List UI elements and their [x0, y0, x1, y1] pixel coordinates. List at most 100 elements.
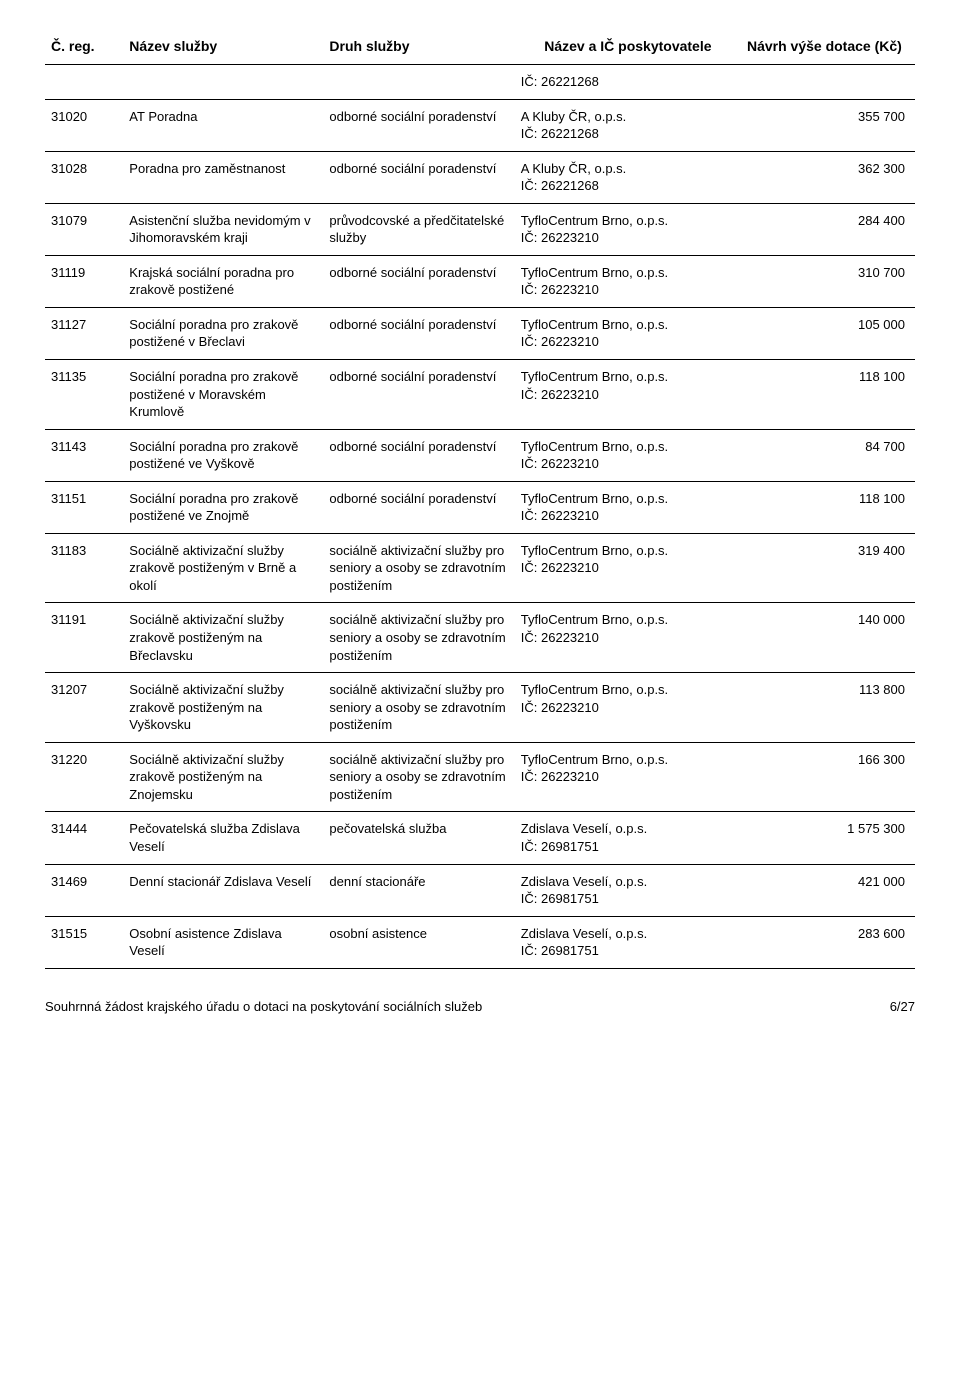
cell-reg: 31469 [45, 864, 123, 916]
cell-nazev: Asistenční služba nevidomým v Jihomoravs… [123, 203, 323, 255]
header-reg: Č. reg. [45, 30, 123, 65]
cell-nazev: Sociální poradna pro zrakově postižené v… [123, 481, 323, 533]
cell-druh: pečovatelská služba [323, 812, 514, 864]
cell-poskyt: TyfloCentrum Brno, o.p.s.IČ: 26223210 [515, 203, 741, 255]
cell-nazev: Sociální poradna pro zrakově postižené v… [123, 429, 323, 481]
cell-druh: sociálně aktivizační služby pro seniory … [323, 742, 514, 812]
cell-poskyt: TyfloCentrum Brno, o.p.s.IČ: 26223210 [515, 360, 741, 430]
cell-nazev: Sociálně aktivizační služby zrakově post… [123, 603, 323, 673]
cell-druh: odborné sociální poradenství [323, 481, 514, 533]
cell-navrh: 319 400 [741, 533, 915, 603]
cell-reg: 31079 [45, 203, 123, 255]
cell-navrh: 1 575 300 [741, 812, 915, 864]
cell-poskyt: A Kluby ČR, o.p.s.IČ: 26221268 [515, 99, 741, 151]
cell-navrh: 113 800 [741, 673, 915, 743]
header-navrh: Návrh výše dotace (Kč) [741, 30, 915, 65]
cell-druh: sociálně aktivizační služby pro seniory … [323, 533, 514, 603]
cell-poskyt: Zdislava Veselí, o.p.s.IČ: 26981751 [515, 864, 741, 916]
cell-reg: 31028 [45, 151, 123, 203]
table-row: 31220Sociálně aktivizační služby zrakově… [45, 742, 915, 812]
cell-reg: 31220 [45, 742, 123, 812]
cell-poskyt: Zdislava Veselí, o.p.s.IČ: 26981751 [515, 812, 741, 864]
cell-empty [45, 65, 123, 100]
cell-navrh: 310 700 [741, 255, 915, 307]
cell-nazev: Sociálně aktivizační služby zrakově post… [123, 533, 323, 603]
cell-druh: odborné sociální poradenství [323, 429, 514, 481]
header-nazev: Název služby [123, 30, 323, 65]
cell-navrh: 166 300 [741, 742, 915, 812]
page-footer: Souhrnná žádost krajského úřadu o dotaci… [45, 999, 915, 1014]
cell-navrh: 283 600 [741, 916, 915, 968]
cell-navrh: 140 000 [741, 603, 915, 673]
cell-druh: odborné sociální poradenství [323, 360, 514, 430]
page-number: 6/27 [890, 999, 915, 1014]
cell-poskyt: TyfloCentrum Brno, o.p.s.IČ: 26223210 [515, 429, 741, 481]
cell-nazev: AT Poradna [123, 99, 323, 151]
cell-nazev: Denní stacionář Zdislava Veselí [123, 864, 323, 916]
cell-druh: průvodcovské a předčitatelské služby [323, 203, 514, 255]
cell-pre-poskyt: IČ: 26221268 [515, 65, 741, 100]
cell-druh: odborné sociální poradenství [323, 307, 514, 359]
cell-druh: odborné sociální poradenství [323, 99, 514, 151]
cell-druh: odborné sociální poradenství [323, 255, 514, 307]
cell-reg: 31515 [45, 916, 123, 968]
pre-row: IČ: 26221268 [45, 65, 915, 100]
cell-reg: 31135 [45, 360, 123, 430]
cell-reg: 31207 [45, 673, 123, 743]
table-body: IČ: 26221268 31020AT Poradnaodborné soci… [45, 65, 915, 969]
cell-druh: sociálně aktivizační služby pro seniory … [323, 603, 514, 673]
cell-nazev: Poradna pro zaměstnanost [123, 151, 323, 203]
cell-nazev: Osobní asistence Zdislava Veselí [123, 916, 323, 968]
cell-reg: 31020 [45, 99, 123, 151]
cell-navrh: 284 400 [741, 203, 915, 255]
services-table: Č. reg. Název služby Druh služby Název a… [45, 30, 915, 969]
table-row: 31028Poradna pro zaměstnanostodborné soc… [45, 151, 915, 203]
cell-poskyt: TyfloCentrum Brno, o.p.s.IČ: 26223210 [515, 603, 741, 673]
table-header-row: Č. reg. Název služby Druh služby Název a… [45, 30, 915, 65]
cell-poskyt: Zdislava Veselí, o.p.s.IČ: 26981751 [515, 916, 741, 968]
table-row: 31135Sociální poradna pro zrakově postiž… [45, 360, 915, 430]
cell-nazev: Krajská sociální poradna pro zrakově pos… [123, 255, 323, 307]
cell-nazev: Sociální poradna pro zrakově postižené v… [123, 360, 323, 430]
cell-navrh: 355 700 [741, 99, 915, 151]
cell-nazev: Sociální poradna pro zrakově postižené v… [123, 307, 323, 359]
cell-navrh: 118 100 [741, 481, 915, 533]
table-row: 31444Pečovatelská služba Zdislava Veselí… [45, 812, 915, 864]
cell-navrh: 421 000 [741, 864, 915, 916]
cell-druh: odborné sociální poradenství [323, 151, 514, 203]
table-row: 31151Sociální poradna pro zrakově postiž… [45, 481, 915, 533]
cell-poskyt: TyfloCentrum Brno, o.p.s.IČ: 26223210 [515, 481, 741, 533]
cell-reg: 31183 [45, 533, 123, 603]
cell-druh: denní stacionáře [323, 864, 514, 916]
cell-nazev: Pečovatelská služba Zdislava Veselí [123, 812, 323, 864]
cell-poskyt: A Kluby ČR, o.p.s.IČ: 26221268 [515, 151, 741, 203]
header-poskyt: Název a IČ poskytovatele [515, 30, 741, 65]
cell-navrh: 362 300 [741, 151, 915, 203]
cell-poskyt: TyfloCentrum Brno, o.p.s.IČ: 26223210 [515, 533, 741, 603]
cell-druh: osobní asistence [323, 916, 514, 968]
cell-navrh: 84 700 [741, 429, 915, 481]
cell-navrh: 105 000 [741, 307, 915, 359]
cell-nazev: Sociálně aktivizační služby zrakově post… [123, 742, 323, 812]
cell-reg: 31143 [45, 429, 123, 481]
cell-navrh: 118 100 [741, 360, 915, 430]
cell-poskyt: TyfloCentrum Brno, o.p.s.IČ: 26223210 [515, 742, 741, 812]
table-row: 31183Sociálně aktivizační služby zrakově… [45, 533, 915, 603]
cell-poskyt: TyfloCentrum Brno, o.p.s.IČ: 26223210 [515, 307, 741, 359]
table-row: 31143Sociální poradna pro zrakově postiž… [45, 429, 915, 481]
table-row: 31079Asistenční služba nevidomým v Jihom… [45, 203, 915, 255]
cell-empty [741, 65, 915, 100]
cell-empty [123, 65, 323, 100]
table-row: 31207Sociálně aktivizační služby zrakově… [45, 673, 915, 743]
cell-poskyt: TyfloCentrum Brno, o.p.s.IČ: 26223210 [515, 673, 741, 743]
cell-reg: 31127 [45, 307, 123, 359]
table-row: 31119Krajská sociální poradna pro zrakov… [45, 255, 915, 307]
table-row: 31020AT Poradnaodborné sociální poradens… [45, 99, 915, 151]
cell-reg: 31191 [45, 603, 123, 673]
cell-reg: 31444 [45, 812, 123, 864]
cell-poskyt: TyfloCentrum Brno, o.p.s.IČ: 26223210 [515, 255, 741, 307]
table-row: 31127Sociální poradna pro zrakově postiž… [45, 307, 915, 359]
header-druh: Druh služby [323, 30, 514, 65]
footer-text: Souhrnná žádost krajského úřadu o dotaci… [45, 999, 482, 1014]
table-row: 31469Denní stacionář Zdislava Veselídenn… [45, 864, 915, 916]
